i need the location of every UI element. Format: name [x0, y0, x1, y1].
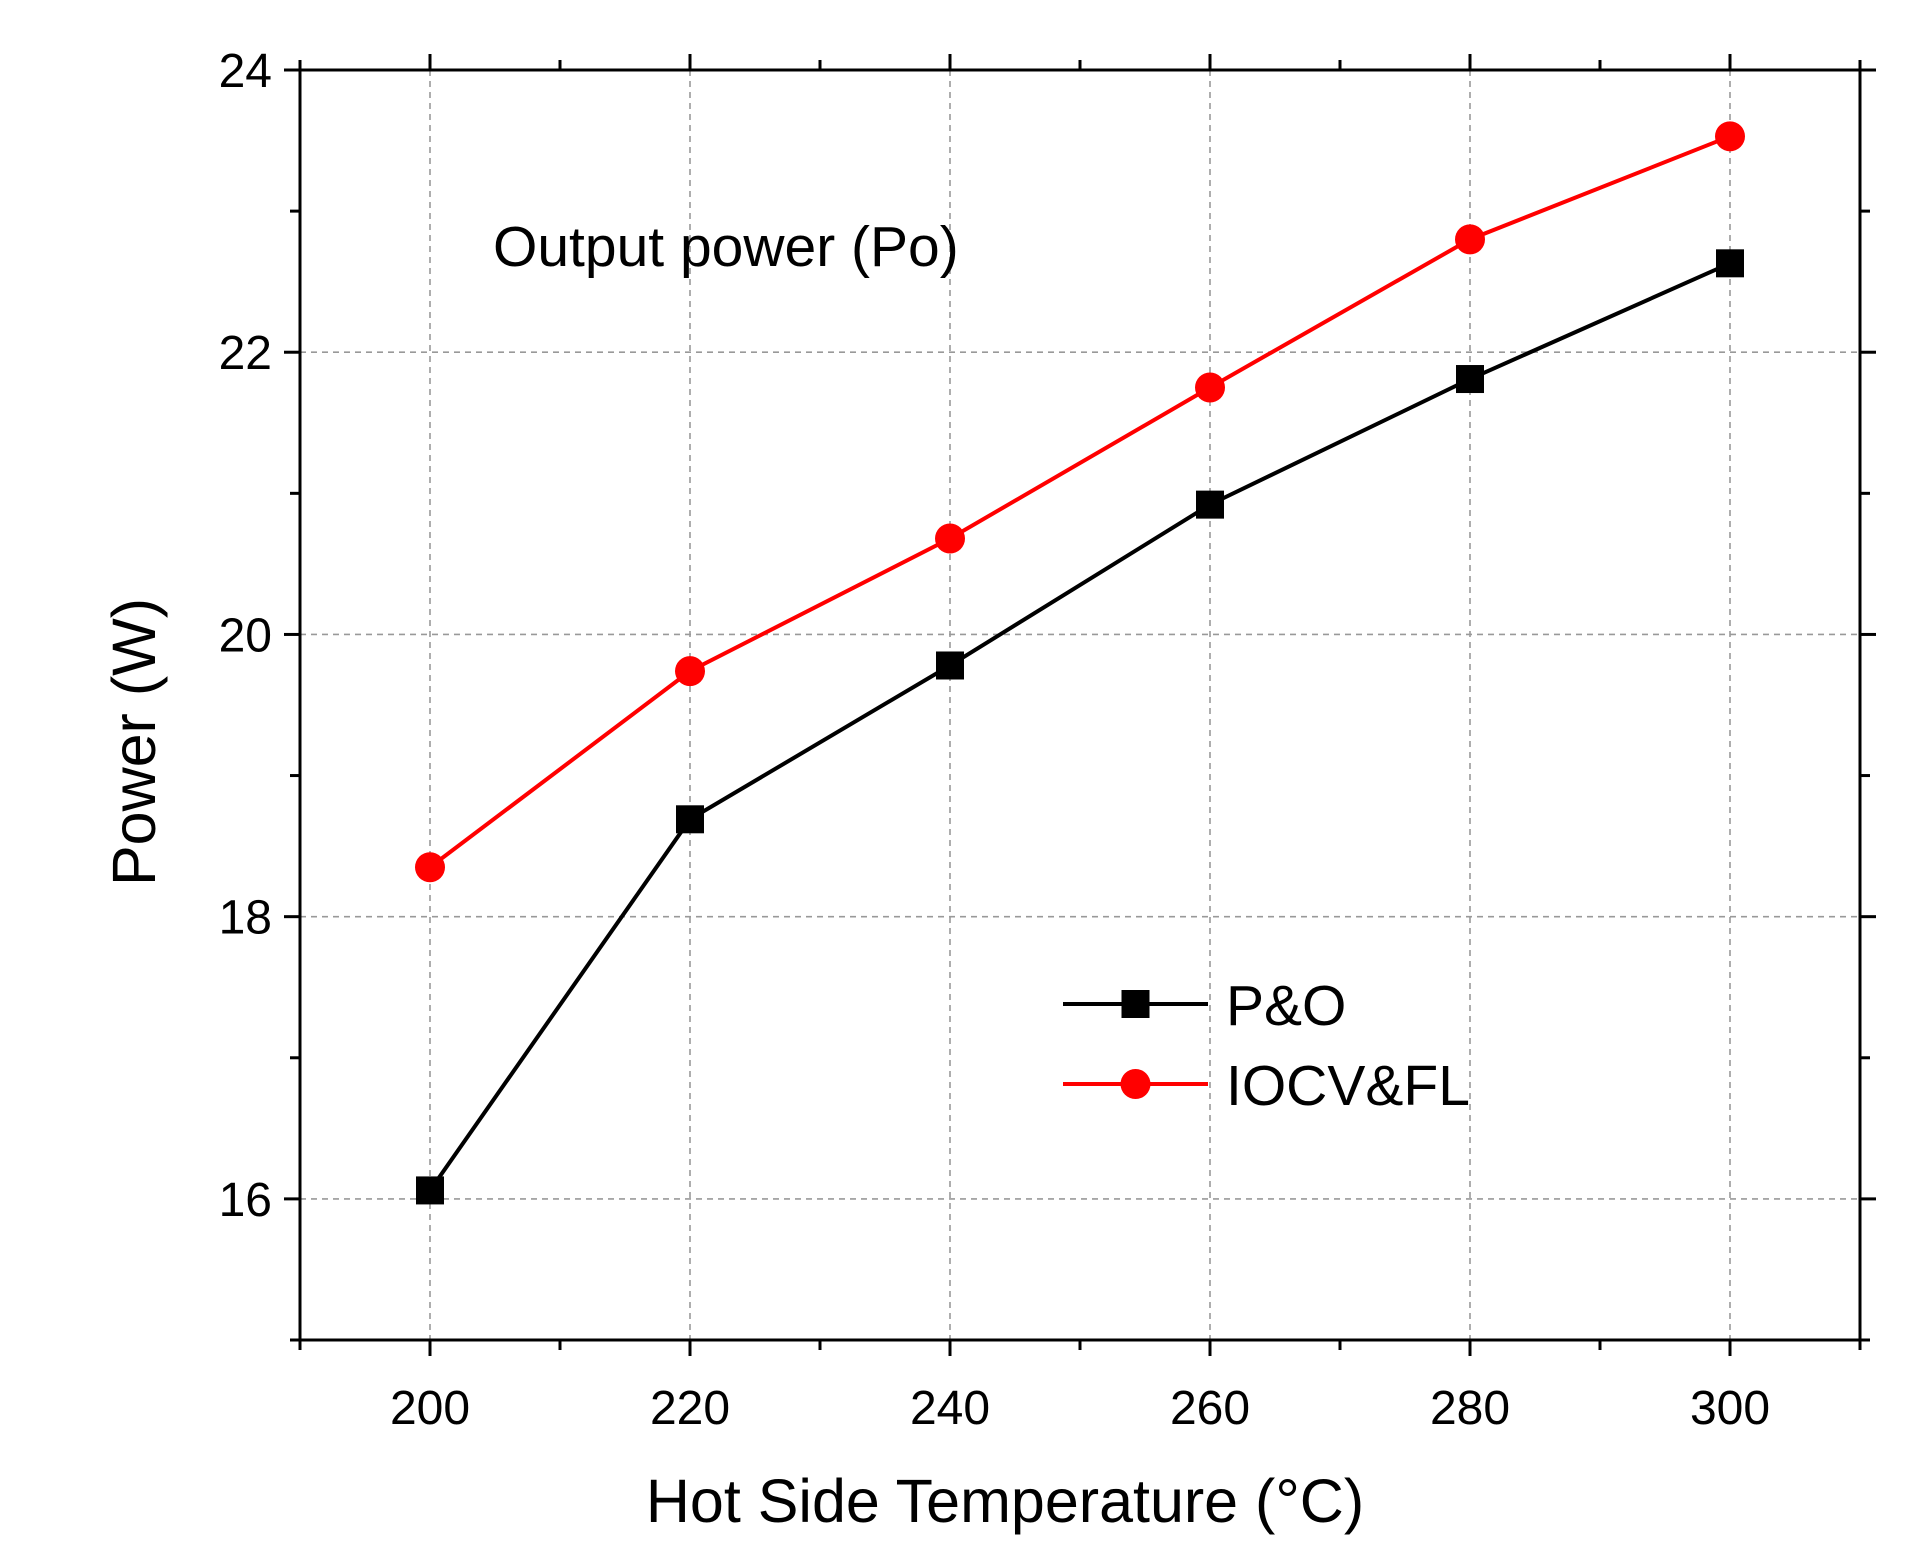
data-point-iocv-fl [1715, 121, 1745, 152]
series-layer [415, 121, 1745, 1205]
series-line-p-o [428, 261, 1731, 1192]
legend-label-iocv-fl: IOCV&FL [1226, 1054, 1470, 1118]
data-point-iocv-fl [675, 656, 705, 687]
y-tick-label: 16 [219, 1174, 272, 1227]
x-tick-label: 200 [390, 1382, 470, 1435]
y-tick-label: 22 [219, 327, 272, 380]
annotation-text: Output power (Po) [493, 215, 959, 279]
x-tick-label: 260 [1170, 1382, 1250, 1435]
x-tick-label: 240 [910, 1382, 990, 1435]
data-point-p-o [936, 651, 964, 680]
legend: P&O IOCV&FL [1063, 974, 1470, 1118]
y-axis-label: Power (W) [100, 598, 168, 886]
series-line-iocv-fl [428, 134, 1731, 869]
x-axis-label: Hot Side Temperature (°C) [646, 1467, 1364, 1535]
data-point-p-o [1716, 249, 1744, 278]
y-tick-label: 20 [219, 609, 272, 662]
legend-marker-iocv-fl [1120, 1069, 1151, 1099]
data-point-p-o [676, 805, 704, 834]
x-tick-label: 280 [1430, 1382, 1510, 1435]
legend-label-p-o: P&O [1226, 974, 1346, 1038]
data-point-p-o [416, 1176, 444, 1205]
y-tick-label: 18 [219, 892, 272, 945]
gridlines [300, 70, 1860, 1340]
x-tick-label: 300 [1690, 1382, 1770, 1435]
y-tick-label: 24 [219, 45, 272, 98]
data-point-p-o [1456, 365, 1484, 394]
data-point-iocv-fl [1455, 224, 1485, 255]
data-point-iocv-fl [935, 523, 965, 554]
data-point-iocv-fl [1195, 372, 1225, 403]
data-point-iocv-fl [415, 852, 445, 883]
x-tick-label: 220 [650, 1382, 730, 1435]
data-point-p-o [1196, 490, 1224, 519]
legend-marker-p-o [1121, 990, 1150, 1018]
ticks: 200 220 240 260 280 300 16 18 20 22 24 [219, 45, 1876, 1435]
